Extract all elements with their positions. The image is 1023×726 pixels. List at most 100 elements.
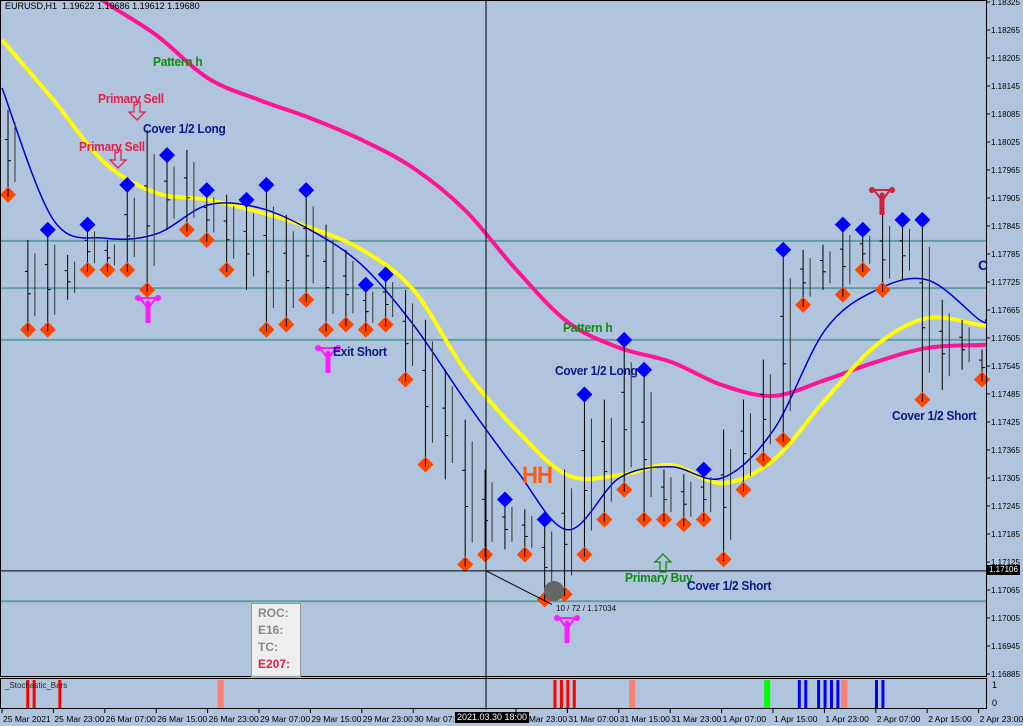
cover-half-long-label: Cover 1/2 Long — [143, 121, 226, 136]
stochastic-bar — [829, 680, 833, 708]
time-axis-label: 25 Mar 2021 — [3, 714, 51, 724]
exit-short-label: Exit Short — [333, 344, 387, 359]
indicator-scale-label: 1 — [992, 680, 997, 690]
time-axis-label: 26 Mar 23:00 — [209, 714, 259, 724]
stochastic-bar — [797, 680, 801, 708]
price-axis-label: 1.17485 — [991, 390, 1020, 399]
stochastic-bar — [32, 680, 36, 708]
tc-label: TC: — [258, 640, 278, 654]
stochastic-bar — [629, 680, 636, 708]
swing-high-marker — [914, 211, 931, 228]
swing-high-marker — [298, 182, 315, 199]
time-axis-label: 2 Apr 23:00 — [980, 714, 1023, 724]
crosshair-price-label: 1.17106 — [987, 565, 1020, 575]
time-axis-label: 26 Mar 15:00 — [157, 714, 207, 724]
time-axis-label: 2 Apr 15:00 — [928, 714, 972, 724]
price-axis-label: 1.17365 — [991, 446, 1020, 455]
swing-high-marker — [39, 221, 56, 238]
price-axis-label: 1.17785 — [991, 250, 1020, 259]
anchor-point-circle — [544, 581, 564, 601]
price-axis-label: 1.17605 — [991, 334, 1020, 343]
weightlifter-icon — [554, 615, 580, 643]
price-axis-label: 1.18145 — [991, 82, 1020, 91]
body — [879, 197, 885, 215]
time-axis-label: 31 Mar 23:00 — [671, 714, 721, 724]
stochastic-bar — [817, 680, 821, 708]
roc-label: ROC: — [258, 606, 289, 620]
cover-half-long-label: Cover 1/2 Long — [555, 363, 638, 378]
info-box: ROC: E16: TC: E207: — [251, 603, 301, 677]
swing-high-marker — [258, 176, 275, 193]
weight — [574, 615, 580, 621]
time-axis-label: 29 Mar 23:00 — [363, 714, 413, 724]
sell-arrow-icon — [108, 149, 128, 169]
crosshair-time-label: 2021.03.30 18:00 — [455, 712, 530, 723]
price-axis-label: 1.18085 — [991, 110, 1020, 119]
stochastic-bar — [823, 680, 827, 708]
stochastic-bar — [841, 680, 848, 708]
ma-slow-line — [98, 0, 988, 398]
time-axis-label: 1 Apr 23:00 — [825, 714, 869, 724]
price-axis-label: 1.17005 — [991, 614, 1020, 623]
price-axis-label: 1.18325 — [991, 0, 1020, 7]
price-axis-label: 1.18025 — [991, 138, 1020, 147]
head — [325, 350, 331, 356]
stochastic-bar — [559, 680, 563, 708]
head — [145, 300, 151, 306]
weightlifter-icon — [315, 345, 341, 373]
time-axis-label: 25 Mar 23:00 — [54, 714, 104, 724]
weight — [335, 345, 341, 351]
symbol-timeframe: EURUSD,H1 — [5, 1, 58, 11]
swing-high-marker — [576, 386, 593, 403]
price-axis-label: 1.18205 — [991, 54, 1020, 63]
swing-high-marker — [357, 276, 374, 293]
price-axis-label: 1.17305 — [991, 474, 1020, 483]
price-axis-label: 1.17545 — [991, 362, 1020, 371]
sell-arrow-icon — [127, 101, 147, 121]
body — [325, 355, 331, 373]
swing-high-marker — [616, 331, 633, 348]
price-axis-label: 1.17665 — [991, 306, 1020, 315]
swing-high-marker — [695, 461, 712, 478]
weight — [889, 187, 895, 193]
ma-fast-line — [1, 87, 987, 531]
price-axis-label: 1.16885 — [991, 670, 1020, 679]
swing-high-marker — [536, 511, 553, 528]
price-axis-label: 1.17965 — [991, 166, 1020, 175]
swing-high-marker — [894, 211, 911, 228]
ohlc-values: 1.19622 1.19686 1.19612 1.19680 — [62, 1, 200, 11]
time-axis-label: 29 Mar 07:00 — [260, 714, 310, 724]
indicator-window-border — [0, 678, 987, 709]
hh-label: HH — [522, 462, 553, 489]
price-axis-label: 1.17845 — [991, 222, 1020, 231]
indicator-name: _Stochastic_Bars — [5, 681, 68, 690]
price-axis-label: 1.16945 — [991, 642, 1020, 651]
stochastic-bar — [836, 680, 840, 708]
price-axis-label: 1.17125 — [991, 558, 1020, 567]
swing-high-marker — [198, 182, 215, 199]
stochastic-bar — [553, 680, 557, 708]
time-axis-label: 30 Mar 23:00 — [517, 714, 567, 724]
time-axis-label: 31 Mar 15:00 — [620, 714, 670, 724]
price-axis-label: 1.17905 — [991, 194, 1020, 203]
stochastic-bar — [572, 680, 576, 708]
weightlifter-icon — [135, 295, 161, 323]
c-label: C — [978, 257, 989, 273]
e207-label: E207: — [258, 657, 291, 671]
pattern-h-label: Pattern h — [153, 54, 203, 69]
trendline-readout: 10 / 72 / 1.17034 — [556, 604, 617, 613]
time-axis-label: 31 Mar 07:00 — [568, 714, 618, 724]
time-axis-label: 29 Mar 15:00 — [311, 714, 361, 724]
buy-arrow-icon — [653, 553, 673, 573]
pattern-h-label: Pattern h — [563, 320, 613, 335]
swing-high-marker — [496, 491, 513, 508]
head — [564, 620, 570, 626]
primary-buy-label: Primary Buy — [625, 570, 693, 585]
time-axis-label: 30 Mar 07:00 — [414, 714, 464, 724]
body — [145, 305, 151, 323]
weight — [155, 295, 161, 301]
stochastic-bar — [58, 680, 62, 708]
weightlifter-icon — [869, 187, 895, 215]
time-axis-label: 26 Mar 07:00 — [106, 714, 156, 724]
